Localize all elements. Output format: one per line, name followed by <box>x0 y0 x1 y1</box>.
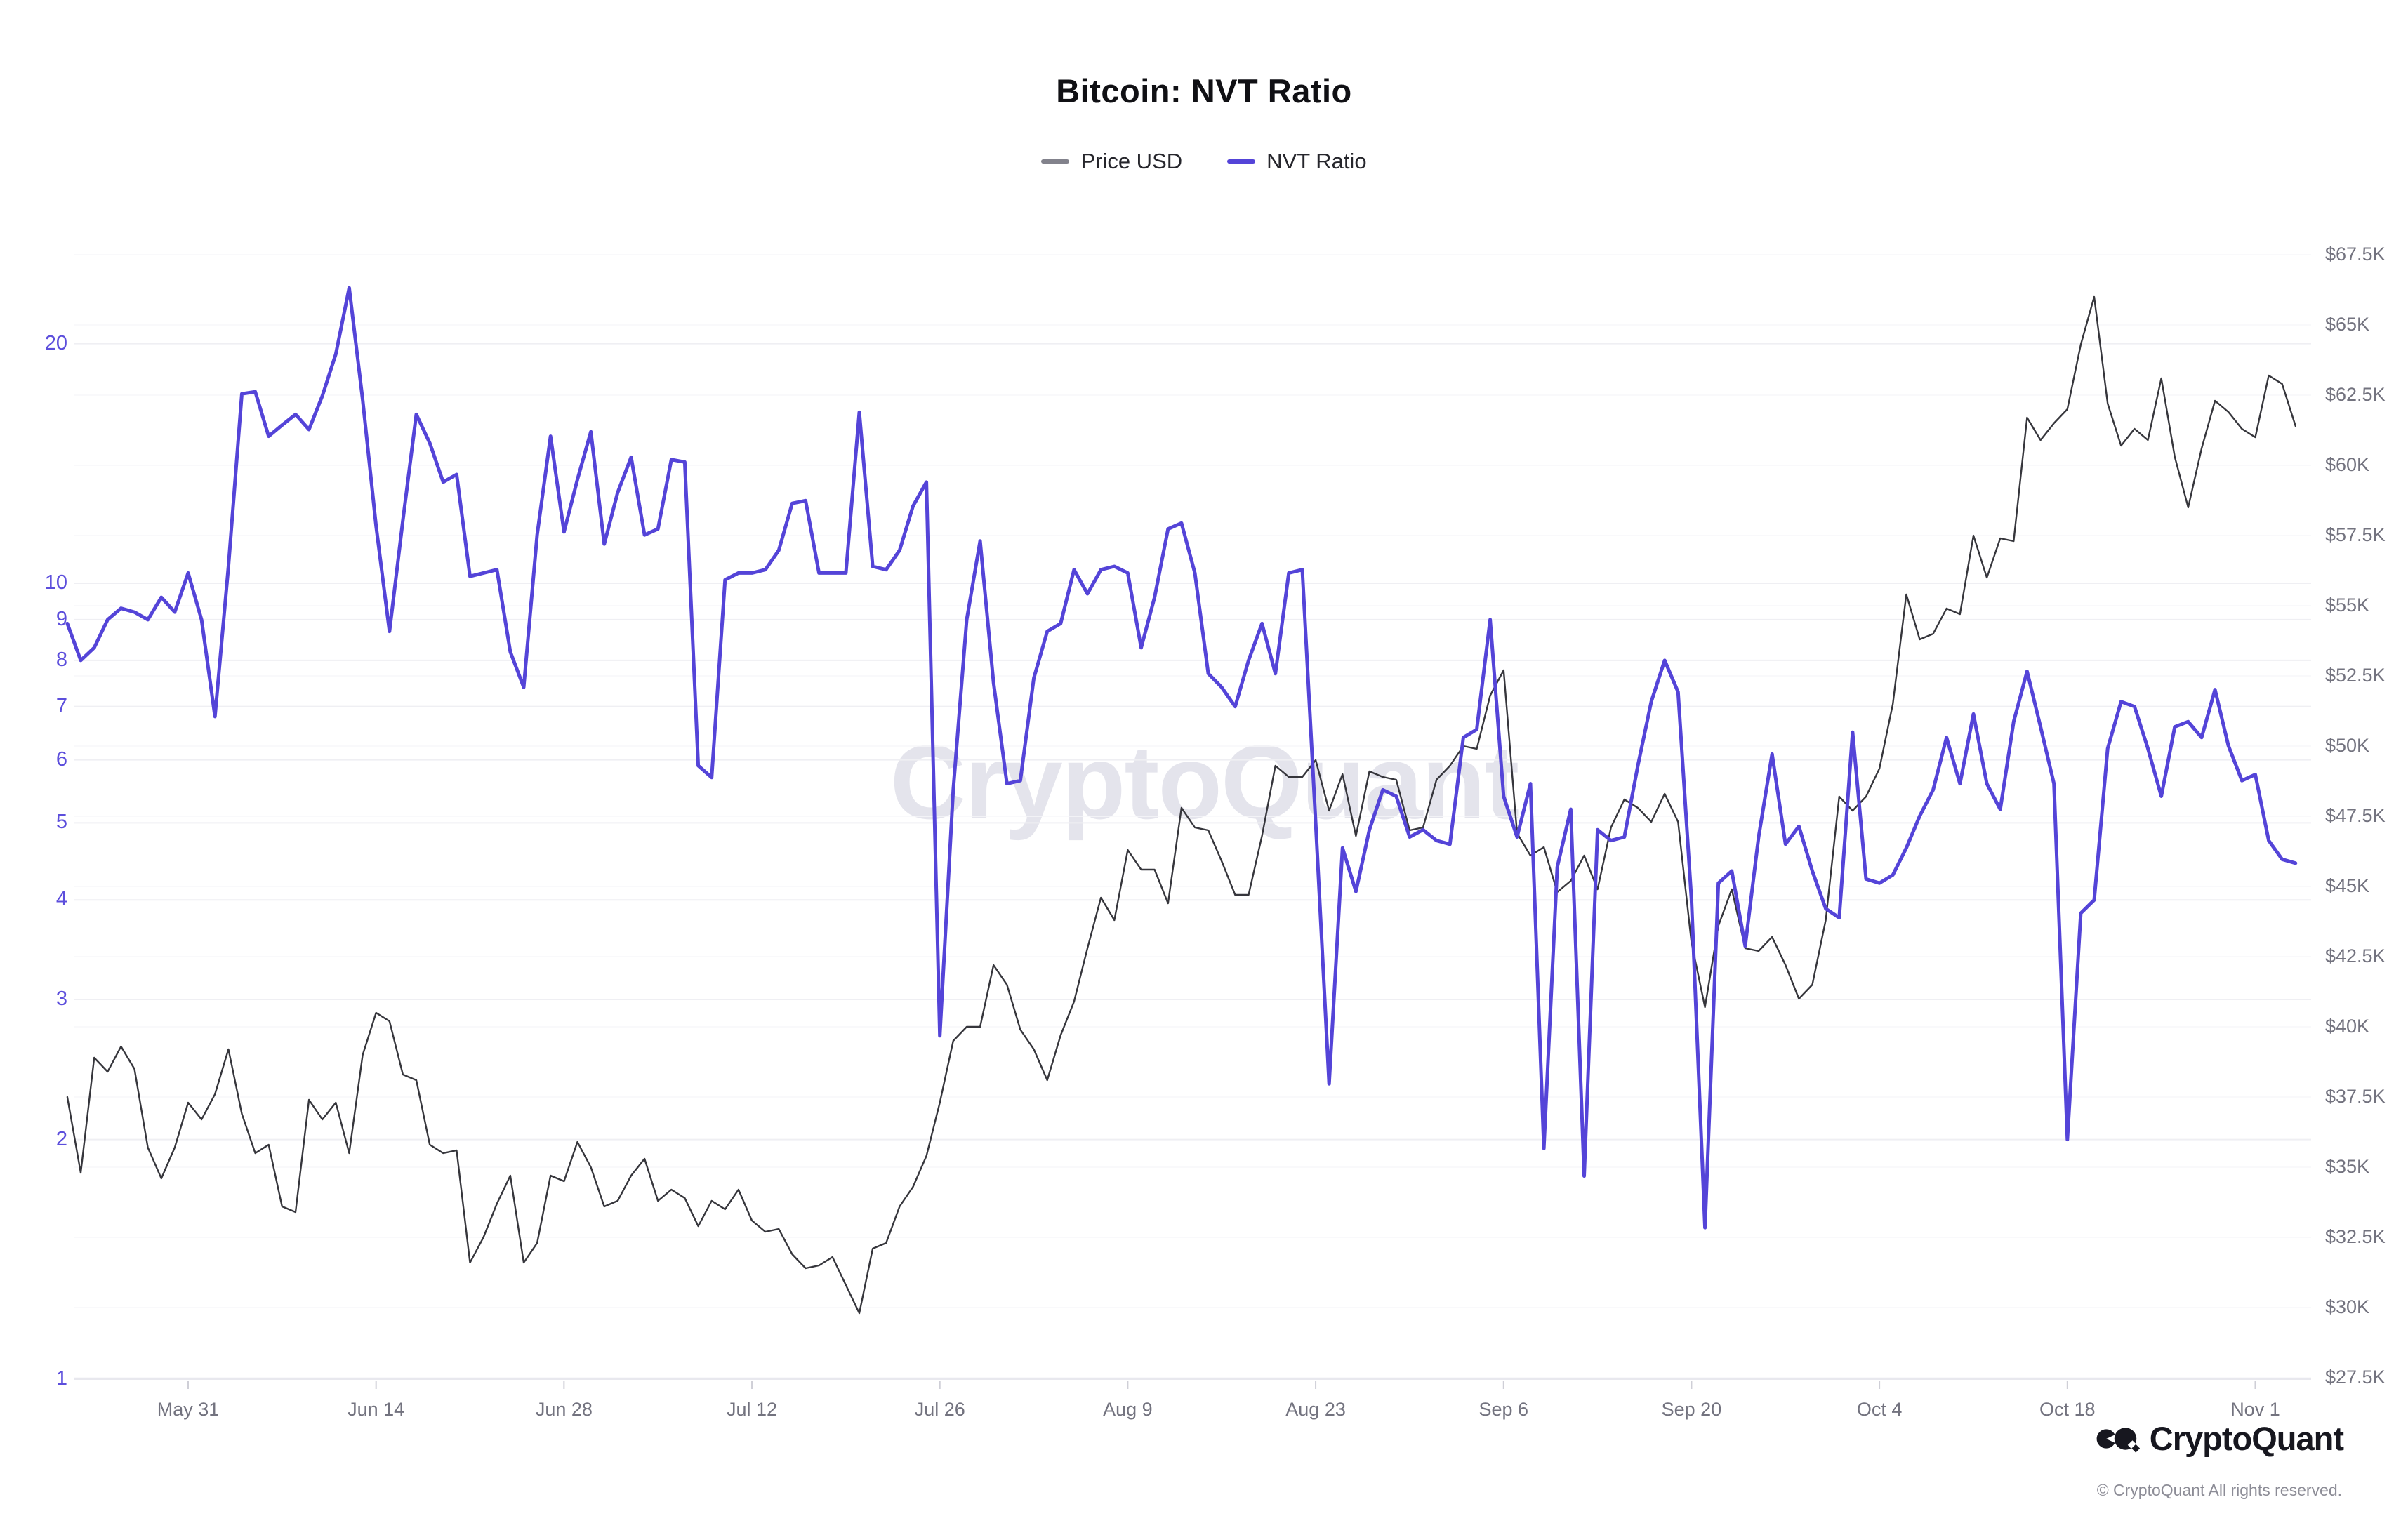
y-axis-right-tick-label: $47.5K <box>2325 805 2386 826</box>
y-axis-left-tick-label: 7 <box>55 694 67 717</box>
x-axis-tick-label: Aug 9 <box>1103 1399 1153 1420</box>
y-axis-right-tick-label: $27.5K <box>2325 1367 2386 1388</box>
legend-item-nvt-ratio[interactable]: NVT Ratio <box>1227 149 1367 174</box>
legend-item-price-usd[interactable]: Price USD <box>1041 149 1182 174</box>
y-axis-right-tick-label: $62.5K <box>2325 384 2386 405</box>
page-title: Bitcoin: NVT Ratio <box>1056 72 1352 109</box>
x-axis-tick-label: Sep 20 <box>1661 1399 1722 1420</box>
legend: Price USD NVT Ratio <box>0 149 2408 174</box>
y-axis-right-tick-label: $67.5K <box>2325 244 2386 265</box>
copyright-text: © CryptoQuant All rights reserved. <box>2096 1481 2342 1499</box>
x-axis-tick-label: Oct 18 <box>2039 1399 2096 1420</box>
x-axis-tick-label: Jul 12 <box>727 1399 778 1420</box>
x-axis-tick-label: Nov 1 <box>2230 1399 2280 1420</box>
y-axis-left-tick-label: 8 <box>55 648 67 671</box>
y-axis-left-tick-label: 5 <box>55 811 67 834</box>
y-axis-right-tick-label: $45K <box>2325 875 2370 896</box>
nvt-ratio-legend-swatch <box>1227 159 1256 164</box>
y-axis-right-tick-label: $50K <box>2325 735 2370 756</box>
y-axis-right-tick-label: $52.5K <box>2325 665 2386 686</box>
y-axis-left-tick-label: 9 <box>55 607 67 630</box>
chart-plot-area[interactable] <box>74 211 2311 1379</box>
legend-item-label: NVT Ratio <box>1266 149 1367 173</box>
y-axis-right-tick-label: $35K <box>2325 1156 2370 1177</box>
y-axis-left-tick-label: 10 <box>44 571 67 594</box>
x-axis-tick-label: May 31 <box>157 1399 220 1420</box>
y-axis-right-tick-label: $40K <box>2325 1016 2370 1037</box>
x-axis-tick-label: Aug 23 <box>1285 1399 1346 1420</box>
y-axis-right-tick-label: $57.5K <box>2325 524 2386 545</box>
y-axis-right-tick-label: $30K <box>2325 1296 2370 1317</box>
y-axis-left-tick-label: 20 <box>44 331 67 354</box>
x-axis-tick-label: Oct 4 <box>1856 1399 1903 1420</box>
cryptoquant-logo-icon <box>2096 1427 2140 1453</box>
y-axis-right-tick-label: $55K <box>2325 594 2370 616</box>
series-line-price-usd <box>66 295 2297 1315</box>
x-axis-tick-label: Jun 14 <box>348 1399 405 1420</box>
y-axis-left-tick-label: 2 <box>55 1127 67 1150</box>
series-line-nvt-ratio <box>65 286 2298 1230</box>
y-axis-left-tick-label: 3 <box>55 987 67 1010</box>
y-axis-left-tick-label: 4 <box>55 888 67 911</box>
y-axis-left-tick-label: 1 <box>55 1367 67 1390</box>
y-axis-left-tick-label: 6 <box>55 747 67 771</box>
price-usd-legend-swatch <box>1041 159 1070 164</box>
y-axis-right-tick-label: $65K <box>2325 314 2370 335</box>
cryptoquant-logo-text: CryptoQuant <box>2149 1420 2344 1457</box>
y-axis-right-tick-label: $32.5K <box>2325 1226 2386 1247</box>
x-axis-tick-label: Sep 6 <box>1478 1399 1529 1420</box>
x-axis-tick-label: Jul 26 <box>914 1399 965 1420</box>
y-axis-right-tick-label: $37.5K <box>2325 1086 2386 1107</box>
y-axis-right-tick-label: $60K <box>2325 454 2370 475</box>
x-axis-tick-label: Jun 28 <box>535 1399 593 1420</box>
legend-item-label: Price USD <box>1080 149 1183 173</box>
y-axis-right-tick-label: $42.5K <box>2325 945 2386 966</box>
cryptoquant-branding: CryptoQuant <box>2096 1419 2344 1458</box>
